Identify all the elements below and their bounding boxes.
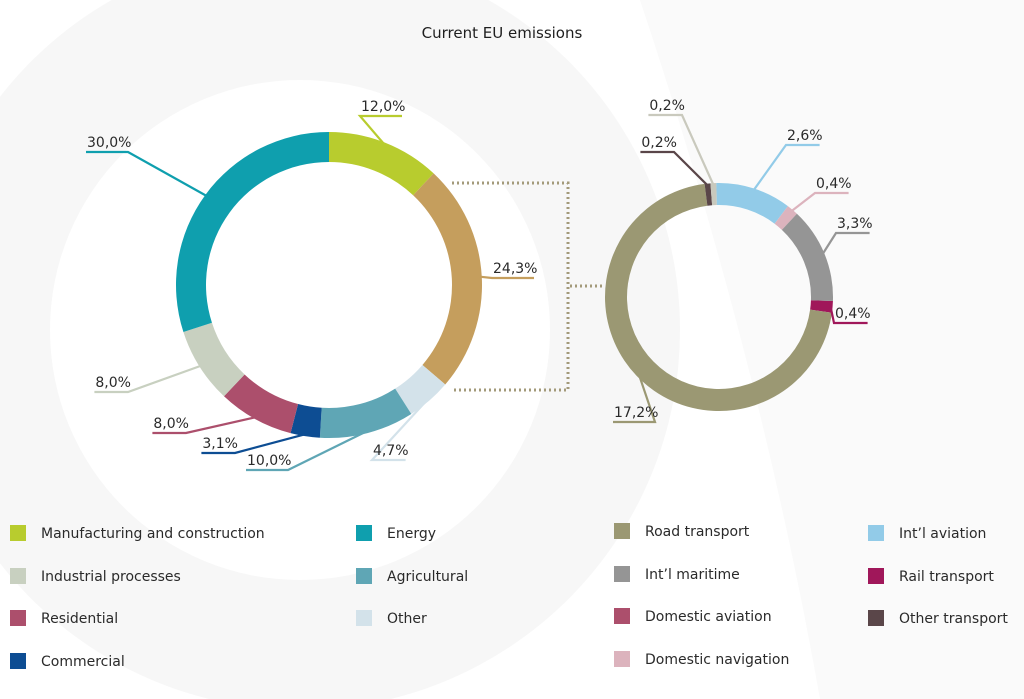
legend-label: Commercial — [41, 654, 125, 670]
transport-label-int-l-aviation: 2,6% — [787, 128, 823, 144]
legend-label: Int’l maritime — [645, 567, 740, 583]
transport-slice-other-transport — [704, 183, 713, 206]
main-label-energy: 30,0% — [87, 135, 131, 151]
transport-label-other-transport: 0,2% — [641, 135, 677, 151]
main-label-other: 4,7% — [373, 443, 409, 459]
main-leader-commercial — [201, 433, 306, 455]
main-label-transport: 24,3% — [493, 261, 537, 277]
main-slice-agricultural — [319, 388, 412, 438]
legend-label: Int’l aviation — [899, 526, 986, 542]
legend-swatch — [614, 523, 630, 539]
transport-slice-int-l-maritime — [781, 213, 833, 301]
legend-swatch — [10, 525, 26, 541]
main-label-industrial-processes: 8,0% — [95, 375, 131, 391]
legend-label: Agricultural — [387, 569, 468, 585]
transport-leader-other-transport — [640, 150, 709, 187]
legend-label: Domestic aviation — [645, 609, 772, 625]
transport-slice-int-l-aviation — [716, 183, 788, 224]
legend-item-residential: Residential — [10, 610, 118, 627]
legend-swatch — [614, 608, 630, 624]
legend-swatch — [10, 610, 26, 626]
transport-label-int-l-maritime: 3,3% — [837, 216, 873, 232]
main-leader-energy — [86, 150, 208, 198]
legend-item-manufacturing-and-construction: Manufacturing and construction — [10, 525, 265, 542]
transport-slice-domestic-navigation — [774, 206, 797, 230]
connector-bracket — [452, 181, 570, 392]
legend-label: Energy — [387, 526, 436, 542]
main-slice-residential — [223, 374, 299, 434]
main-label-residential: 8,0% — [153, 416, 189, 432]
legend-label: Industrial processes — [41, 569, 181, 585]
main-leader-agricultural — [246, 430, 368, 472]
legend-item-domestic-navigation: Domestic navigation — [614, 651, 789, 668]
legend-label: Other transport — [899, 611, 1008, 627]
main-slice-transport — [413, 173, 482, 385]
main-slice-energy — [176, 132, 329, 333]
main-label-manufacturing-and-construction: 12,0% — [361, 99, 405, 115]
legend-item-energy: Energy — [356, 525, 436, 542]
main-leader-manufacturing-and-construction — [357, 114, 402, 146]
main-label-commercial: 3,1% — [202, 436, 238, 452]
legend-item-commercial: Commercial — [10, 653, 125, 670]
transport-donut: 0,4% 17,2% 0,2% 0,2% 2,6% 0,4% 3,3% — [604, 98, 873, 424]
transport-label-domestic-navigation: 0,4% — [816, 176, 852, 192]
legend-swatch — [614, 651, 630, 667]
legend-item-rail-transport: Rail transport — [868, 568, 994, 585]
legend: Manufacturing and construction Industrial… — [10, 523, 1008, 670]
main-leader-industrial-processes — [94, 364, 202, 394]
legend-swatch — [868, 568, 884, 584]
transport-label-rail-transport: 0,4% — [835, 306, 871, 322]
legend-label: Residential — [41, 611, 118, 627]
main-slice-commercial — [290, 404, 322, 438]
legend-swatch — [356, 610, 372, 626]
legend-label: Manufacturing and construction — [41, 526, 265, 542]
main-leader-other — [369, 398, 429, 462]
transport-leader-rail-transport — [829, 306, 868, 325]
legend-label: Road transport — [645, 524, 750, 540]
legend-item-int-l-maritime: Int’l maritime — [614, 566, 740, 583]
transport-leader-domestic-aviation — [648, 113, 715, 186]
transport-slice-domestic-aviation — [710, 183, 717, 206]
legend-swatch — [10, 653, 26, 669]
legend-item-agricultural: Agricultural — [356, 568, 468, 585]
legend-swatch — [868, 525, 884, 541]
transport-label-domestic-aviation: 0,2% — [649, 98, 685, 114]
legend-item-road-transport: Road transport — [614, 523, 750, 540]
transport-leader-int-l-maritime — [821, 231, 870, 255]
legend-swatch — [10, 568, 26, 584]
legend-item-other: Other — [356, 610, 427, 627]
legend-item-domestic-aviation: Domestic aviation — [614, 608, 772, 625]
main-slice-industrial-processes — [183, 322, 245, 397]
transport-leader-road-transport — [613, 375, 657, 424]
legend-swatch — [356, 568, 372, 584]
chart-title: Current EU emissions — [422, 24, 583, 42]
legend-label: Rail transport — [899, 569, 994, 585]
main-leader-transport — [479, 275, 534, 280]
transport-label-road-transport: 17,2% — [614, 405, 658, 421]
main-slice-manufacturing-and-construction — [329, 132, 434, 196]
transport-leader-domestic-navigation — [790, 191, 849, 213]
emissions-donut: 12,0% 24,3% 4,7% 10,0% 3,1% 8,0% 8,0% 30,0% — [86, 99, 537, 472]
main-leader-residential — [152, 416, 257, 435]
main-slice-other — [395, 364, 446, 414]
legend-swatch — [868, 610, 884, 626]
legend-item-other-transport: Other transport — [868, 610, 1008, 627]
transport-slice-rail-transport — [810, 300, 833, 313]
legend-swatch — [356, 525, 372, 541]
legend-item-int-l-aviation: Int’l aviation — [868, 525, 986, 542]
transport-leader-int-l-aviation — [752, 143, 820, 192]
legend-item-industrial-processes: Industrial processes — [10, 568, 181, 585]
transport-breakdown-connector — [452, 181, 604, 392]
legend-swatch — [614, 566, 630, 582]
main-label-agricultural: 10,0% — [247, 453, 291, 469]
legend-label: Domestic navigation — [645, 652, 789, 668]
legend-label: Other — [387, 611, 427, 627]
